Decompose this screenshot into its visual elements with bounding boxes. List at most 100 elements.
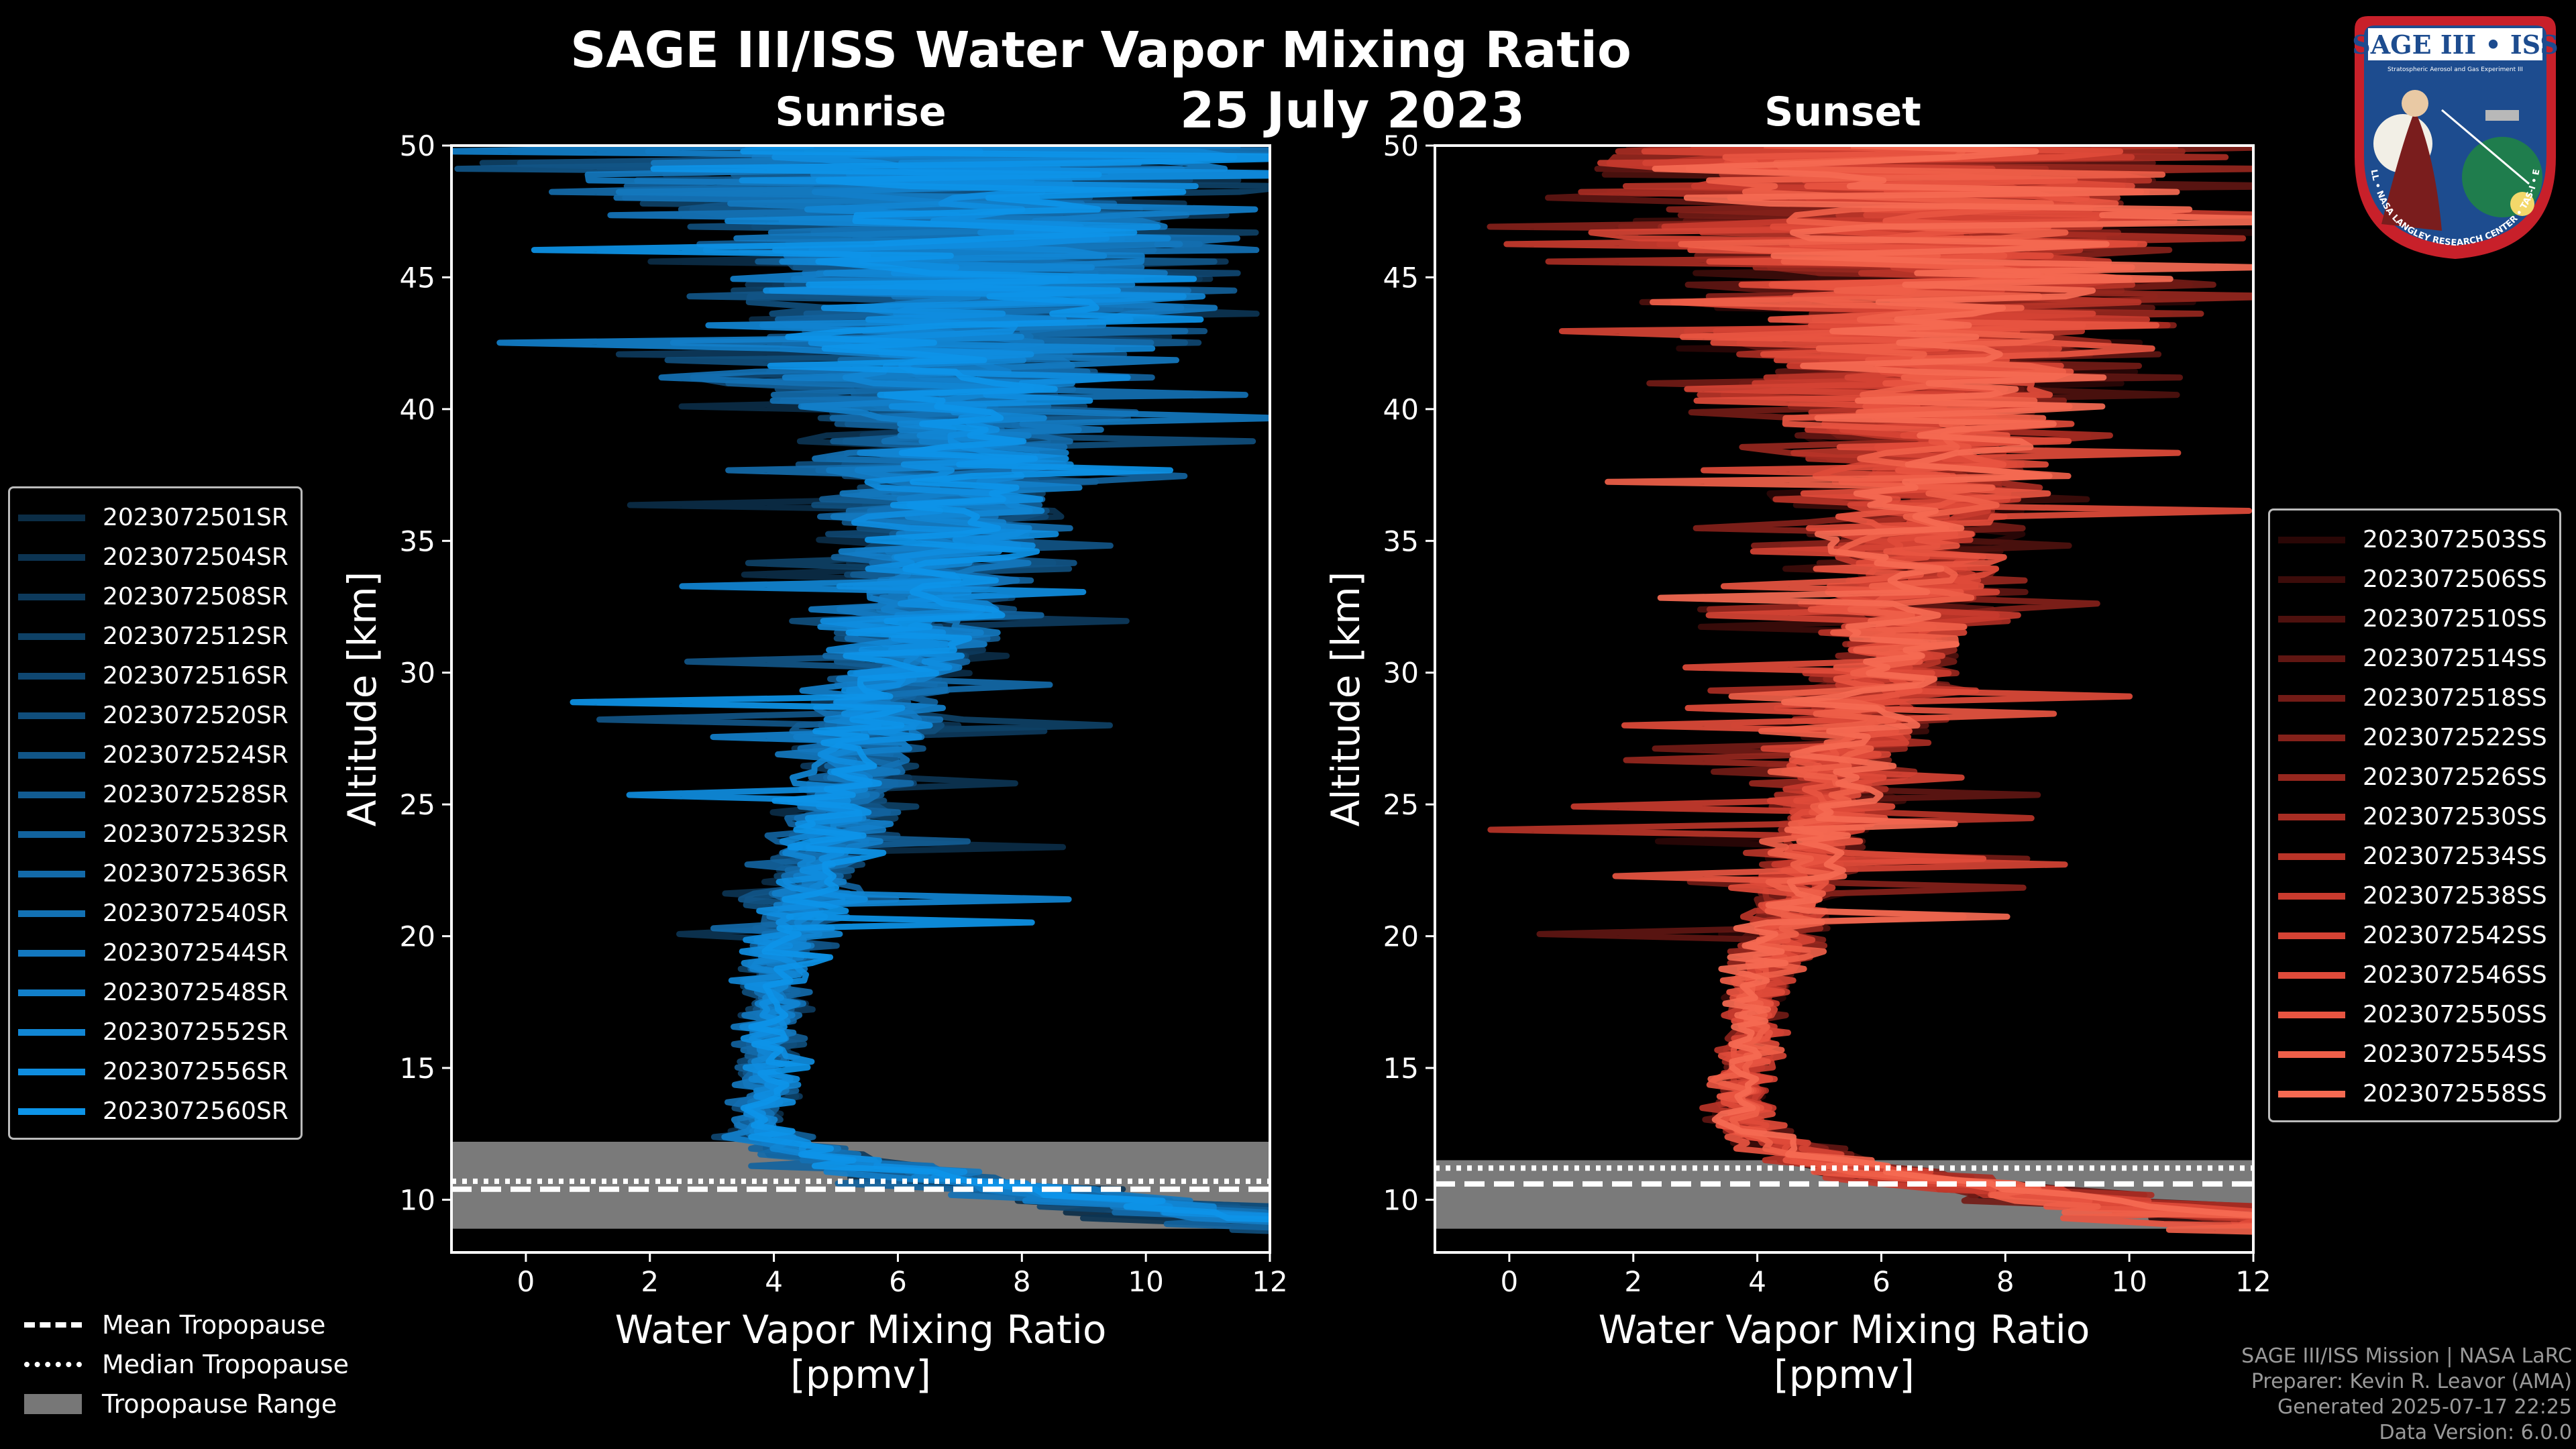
y-tick-label: 15	[400, 1052, 435, 1085]
sunset-xlabel-line2: [ppmv]	[1774, 1352, 1915, 1397]
x-tick-label: 12	[1252, 1265, 1287, 1298]
legend-label: 2023072512SR	[103, 623, 288, 650]
legend-swatch	[18, 989, 85, 996]
credits-mission: SAGE III/ISS Mission | NASA LaRC	[2241, 1344, 2572, 1368]
x-tick-label: 10	[2111, 1265, 2147, 1298]
legend-label: 2023072534SS	[2363, 843, 2547, 870]
logo-subtitle: Stratospheric Aerosol and Gas Experiment…	[2387, 66, 2523, 73]
sunset-ylabel: Altitude [km]	[1323, 572, 1368, 826]
tropopause-legend: Mean Tropopause Median Tropopause Tropop…	[24, 1305, 349, 1424]
credits-preparer: Preparer: Kevin R. Leavor (AMA)	[2251, 1370, 2572, 1393]
legend-swatch	[18, 633, 85, 640]
y-tick-label: 10	[1383, 1183, 1419, 1216]
legend-swatch	[2278, 1011, 2345, 1018]
legend-swatch	[18, 949, 85, 957]
sunset-xlabel-line1: Water Vapor Mixing Ratio	[1599, 1307, 2090, 1352]
legend-item: 2023072542SS	[2278, 916, 2547, 955]
legend-item: 2023072501SR	[18, 498, 288, 537]
legend-item: 2023072510SS	[2278, 599, 2547, 639]
legend-swatch	[2278, 734, 2345, 741]
gray-box-icon	[24, 1393, 82, 1414]
legend-label: 2023072558SS	[2363, 1080, 2547, 1108]
logo-title: SAGE III • ISS	[2352, 30, 2558, 60]
legend-swatch	[18, 830, 85, 838]
legend-label: 2023072504SR	[103, 543, 288, 571]
profile-line-2023072550SS	[1612, 146, 2253, 1229]
sunrise-ylabel: Altitude [km]	[339, 572, 385, 826]
credits-generated: Generated 2025-07-17 22:25	[2277, 1395, 2572, 1419]
legend-item: 2023072504SR	[18, 537, 288, 577]
legend-swatch	[2278, 694, 2345, 702]
legend-item: 2023072506SS	[2278, 559, 2547, 599]
x-tick-label: 2	[641, 1265, 659, 1298]
legend-label: 2023072560SR	[103, 1097, 288, 1125]
legend-label: 2023072552SR	[103, 1018, 288, 1046]
legend-item: 2023072538SS	[2278, 876, 2547, 916]
legend-swatch	[2278, 1090, 2345, 1097]
legend-swatch	[18, 553, 85, 561]
x-tick-label: 4	[1748, 1265, 1766, 1298]
legend-label: 2023072510SS	[2363, 605, 2547, 633]
legend-swatch	[18, 514, 85, 521]
legend-swatch	[2278, 813, 2345, 820]
legend-item: 2023072530SS	[2278, 797, 2547, 837]
legend-swatch	[2278, 655, 2345, 662]
x-tick-label: 12	[2235, 1265, 2271, 1298]
legend-swatch	[18, 910, 85, 917]
legend-swatch	[2278, 932, 2345, 939]
y-tick-label: 15	[1383, 1052, 1419, 1085]
legend-label: 2023072528SR	[103, 781, 288, 808]
x-tick-label: 2	[1624, 1265, 1642, 1298]
legend-label: 2023072530SS	[2363, 803, 2547, 830]
legend-swatch	[18, 870, 85, 877]
legend-item: 2023072534SS	[2278, 837, 2547, 876]
sunrise-xlabel-line2: [ppmv]	[790, 1352, 931, 1397]
legend-swatch	[2278, 892, 2345, 900]
legend-item: 2023072514SS	[2278, 639, 2547, 678]
legend-label: 2023072554SS	[2363, 1040, 2547, 1068]
legend-swatch	[2278, 615, 2345, 623]
legend-label: 2023072544SR	[103, 939, 288, 967]
legend-item: 2023072558SS	[2278, 1074, 2547, 1114]
legend-label: 2023072538SS	[2363, 882, 2547, 910]
x-tick-label: 0	[1501, 1265, 1519, 1298]
legend-swatch	[2278, 536, 2345, 543]
y-tick-label: 40	[400, 393, 435, 426]
legend-label: 2023072542SS	[2363, 922, 2547, 949]
legend-label: 2023072548SR	[103, 979, 288, 1006]
legend-swatch	[2278, 1051, 2345, 1058]
legend-label: 2023072518SS	[2363, 684, 2547, 712]
median-tropopause-legend-item: Median Tropopause	[24, 1344, 349, 1384]
legend-label: 2023072514SS	[2363, 645, 2547, 672]
sunset-subtitle: Sunset	[1764, 89, 1921, 136]
legend-item: 2023072532SR	[18, 814, 288, 854]
legend-label: 2023072516SR	[103, 662, 288, 690]
legend-label: 2023072540SR	[103, 900, 288, 927]
legend-label: 2023072536SR	[103, 860, 288, 888]
y-tick-label: 30	[1383, 657, 1419, 690]
sunrise-plot-frame	[450, 144, 1271, 1254]
legend-swatch	[18, 751, 85, 759]
x-tick-label: 4	[765, 1265, 783, 1298]
legend-item: 2023072516SR	[18, 656, 288, 696]
sunset-plot-frame	[1434, 144, 2255, 1254]
y-tick-label: 20	[1383, 920, 1419, 953]
y-tick-label: 25	[1383, 788, 1419, 821]
sunset-panel: Sunset 0 2 4 6 8 10 12 10 15 20 25 30 35 40 45 50 Water…	[1323, 89, 2271, 1397]
legend-item: 2023072560SR	[18, 1091, 288, 1131]
legend-item: 2023072552SR	[18, 1012, 288, 1052]
y-tick-label: 35	[400, 525, 435, 557]
legend-swatch	[18, 593, 85, 600]
legend-item: 2023072556SR	[18, 1052, 288, 1091]
dashed-line-icon	[24, 1322, 82, 1328]
legend-label: 2023072526SS	[2363, 763, 2547, 791]
sunrise-panel: Sunrise 0 2 4 6 8 10 12 10 15 20 25 30 35 40 45 50 Wate…	[339, 89, 1288, 1397]
y-tick-label: 40	[1383, 393, 1419, 426]
legend-item: 2023072522SS	[2278, 718, 2547, 757]
profile-line-2023072560SR	[531, 146, 1270, 1223]
legend-swatch	[18, 712, 85, 719]
legend-item: 2023072540SR	[18, 894, 288, 933]
x-tick-label: 10	[1128, 1265, 1163, 1298]
legend-label: 2023072524SR	[103, 741, 288, 769]
y-tick-label: 50	[1383, 129, 1419, 162]
